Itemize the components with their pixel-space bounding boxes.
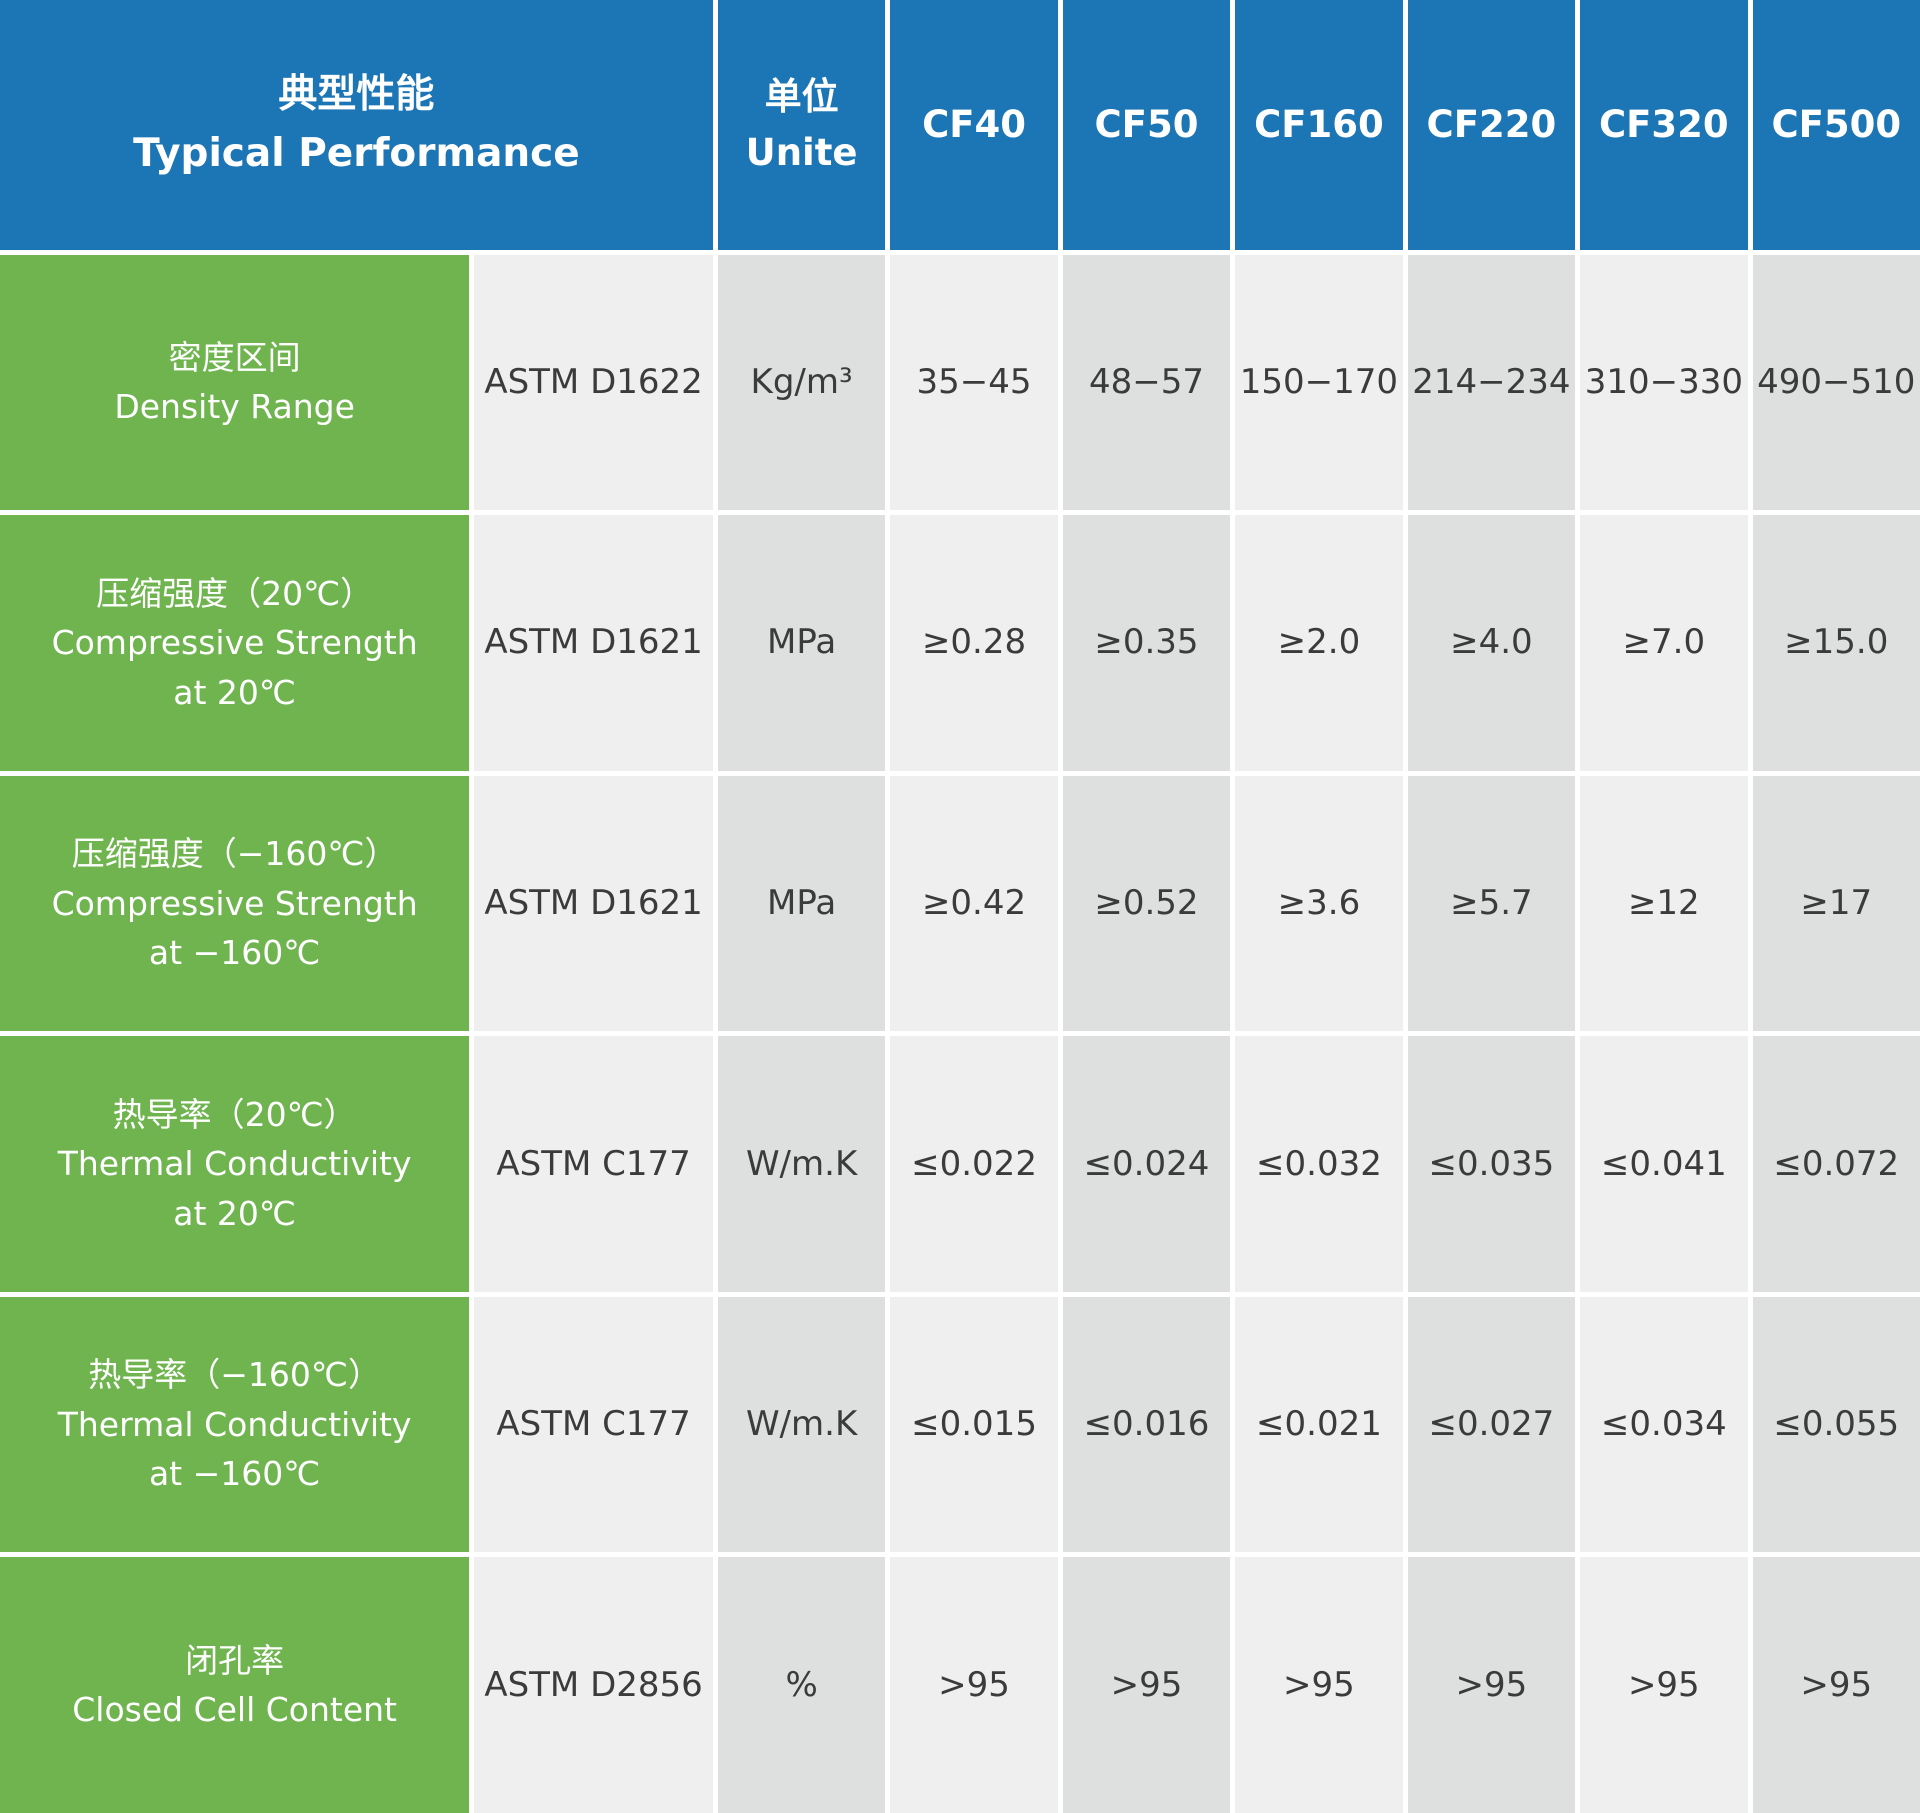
value-cell: ≤0.022 (890, 1036, 1058, 1292)
value-cell: 310−330 (1580, 254, 1748, 511)
value-cell: >95 (1235, 1557, 1403, 1813)
value-cell: ≤0.055 (1752, 1296, 1920, 1553)
unit-cell: % (717, 1557, 886, 1813)
value-cell: ≥12 (1580, 775, 1748, 1032)
astm-standard-cell: ASTM C177 (474, 1036, 713, 1292)
astm-standard-cell: ASTM C177 (474, 1296, 713, 1553)
property-cell-thermal-conductivity-20c: 热导率（20℃） Thermal Conductivity at 20℃ (0, 1036, 470, 1292)
value-cell: ≥0.28 (890, 515, 1058, 771)
value-cell: ≥2.0 (1235, 515, 1403, 771)
value-cell: ≤0.021 (1235, 1296, 1403, 1553)
value-cell: ≥0.42 (890, 775, 1058, 1032)
value-cell: ≤0.034 (1580, 1296, 1748, 1553)
value-cell: ≥0.52 (1062, 775, 1231, 1032)
value-cell: >95 (1062, 1557, 1231, 1813)
unit-cell: W/m.K (717, 1036, 886, 1292)
value-cell: 48−57 (1062, 254, 1231, 511)
value-cell: 214−234 (1407, 254, 1576, 511)
property-cell-density-range: 密度区间 Density Range (0, 254, 470, 511)
value-cell: 150−170 (1235, 254, 1403, 511)
value-cell: ≤0.072 (1752, 1036, 1920, 1292)
header-cf500: CF500 (1752, 0, 1920, 250)
value-cell: ≤0.035 (1407, 1036, 1576, 1292)
value-cell: ≥17 (1752, 775, 1920, 1032)
unit-cell: W/m.K (717, 1296, 886, 1553)
header-cf320: CF320 (1580, 0, 1748, 250)
value-cell: ≥7.0 (1580, 515, 1748, 771)
value-cell: ≤0.015 (890, 1296, 1058, 1553)
header-cf40: CF40 (890, 0, 1058, 250)
header-cf160: CF160 (1235, 0, 1403, 250)
header-unit: 单位 Unite (717, 0, 886, 250)
value-cell: >95 (890, 1557, 1058, 1813)
value-cell: ≥3.6 (1235, 775, 1403, 1032)
value-cell: ≥4.0 (1407, 515, 1576, 771)
property-cell-compressive-strength-20c: 压缩强度（20℃） Compressive Strength at 20℃ (0, 515, 470, 771)
value-cell: ≥5.7 (1407, 775, 1576, 1032)
header-cf50: CF50 (1062, 0, 1231, 250)
value-cell: ≤0.016 (1062, 1296, 1231, 1553)
value-cell: ≤0.032 (1235, 1036, 1403, 1292)
value-cell: 490−510 (1752, 254, 1920, 511)
property-cell-closed-cell-content: 闭孔率 Closed Cell Content (0, 1557, 470, 1813)
astm-standard-cell: ASTM D1621 (474, 515, 713, 771)
unit-cell: MPa (717, 775, 886, 1032)
value-cell: >95 (1752, 1557, 1920, 1813)
value-cell: >95 (1407, 1557, 1576, 1813)
value-cell: ≤0.024 (1062, 1036, 1231, 1292)
unit-cell: Kg/m³ (717, 254, 886, 511)
value-cell: 35−45 (890, 254, 1058, 511)
header-typical-performance: 典型性能 Typical Performance (0, 0, 713, 250)
astm-standard-cell: ASTM D2856 (474, 1557, 713, 1813)
header-cf220: CF220 (1407, 0, 1576, 250)
value-cell: ≥15.0 (1752, 515, 1920, 771)
unit-cell: MPa (717, 515, 886, 771)
value-cell: ≥0.35 (1062, 515, 1231, 771)
property-cell-thermal-conductivity-minus160c: 热导率（−160℃） Thermal Conductivity at −160℃ (0, 1296, 470, 1553)
value-cell: ≤0.041 (1580, 1036, 1748, 1292)
astm-standard-cell: ASTM D1622 (474, 254, 713, 511)
astm-standard-cell: ASTM D1621 (474, 775, 713, 1032)
value-cell: ≤0.027 (1407, 1296, 1576, 1553)
value-cell: >95 (1580, 1557, 1748, 1813)
property-cell-compressive-strength-minus160c: 压缩强度（−160℃） Compressive Strength at −160… (0, 775, 470, 1032)
